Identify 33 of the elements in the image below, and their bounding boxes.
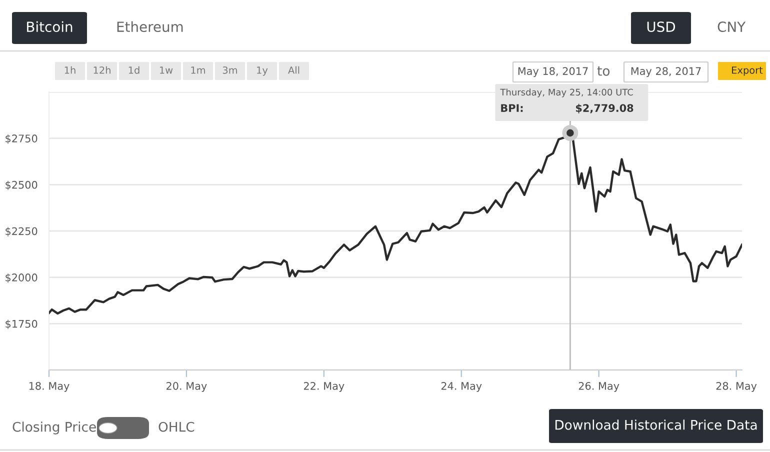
text: Closing Price xyxy=(12,422,96,434)
y-tick-label: $2000 xyxy=(6,273,38,283)
y-tick-label: $2750 xyxy=(6,134,38,144)
x-tick-label: 28. May xyxy=(716,382,757,392)
annotation: $2,779.08 xyxy=(576,104,634,114)
y-tick-label: $2500 xyxy=(6,180,38,190)
x-tick-label: 26. May xyxy=(578,382,620,392)
text: 1d xyxy=(128,66,140,74)
text: Download Historical Price Data xyxy=(555,420,757,430)
y-tick-label: $2250 xyxy=(6,227,38,236)
text: 1m xyxy=(191,66,206,74)
x-tick-label: 24. May xyxy=(441,382,482,392)
x-tick-label: 22. May xyxy=(304,382,344,392)
text: Ethereum xyxy=(117,21,183,32)
text: CNY xyxy=(718,22,746,32)
text: 1h xyxy=(64,66,76,74)
text: to xyxy=(597,66,610,76)
x-tick-label: 18. May xyxy=(29,382,70,392)
text: USD xyxy=(647,22,676,32)
text: 3m xyxy=(222,66,238,74)
text: Export xyxy=(732,66,763,76)
text: Bitcoin xyxy=(27,21,72,32)
text: 1w xyxy=(160,66,173,74)
annotation: Thursday, May 25, 14:00 UTC xyxy=(500,88,633,98)
text: May 28, 2017 xyxy=(631,67,701,78)
text: OHLC xyxy=(158,422,194,432)
text: May 18, 2017 xyxy=(518,67,588,78)
annotation: BPI: xyxy=(501,104,523,112)
x-tick-label: 20. May xyxy=(166,382,207,392)
text: All xyxy=(288,66,300,74)
text: 12h xyxy=(94,66,110,74)
text: 1y xyxy=(257,66,268,76)
y-tick-label: $1750 xyxy=(6,320,38,330)
